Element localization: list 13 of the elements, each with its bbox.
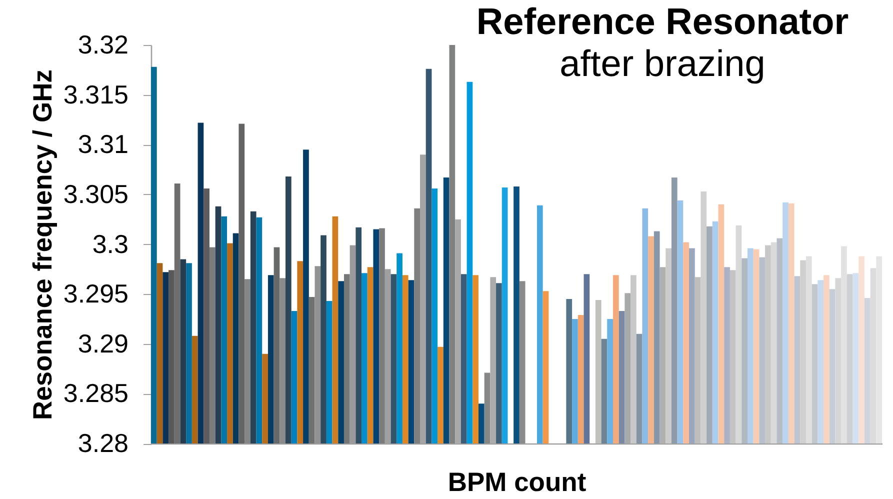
chart-title: Reference Resonator bbox=[476, 1, 849, 42]
y-tick-label: 3.32 bbox=[78, 30, 128, 60]
y-tick-label: 3.305 bbox=[63, 178, 128, 209]
y-tick-label: 3.315 bbox=[63, 79, 128, 110]
x-axis-title: BPM count bbox=[448, 467, 586, 497]
chart-subtitle: after brazing bbox=[560, 43, 766, 84]
y-tick-label: 3.295 bbox=[63, 278, 128, 309]
y-tick-label: 3.28 bbox=[78, 428, 128, 458]
y-axis-title: Resonance frequency / GHz bbox=[27, 70, 58, 420]
y-tick-label: 3.3 bbox=[92, 228, 128, 259]
y-tick-label: 3.31 bbox=[78, 129, 128, 160]
y-tick-label: 3.29 bbox=[78, 328, 128, 358]
y-tick-label: 3.285 bbox=[63, 378, 128, 408]
